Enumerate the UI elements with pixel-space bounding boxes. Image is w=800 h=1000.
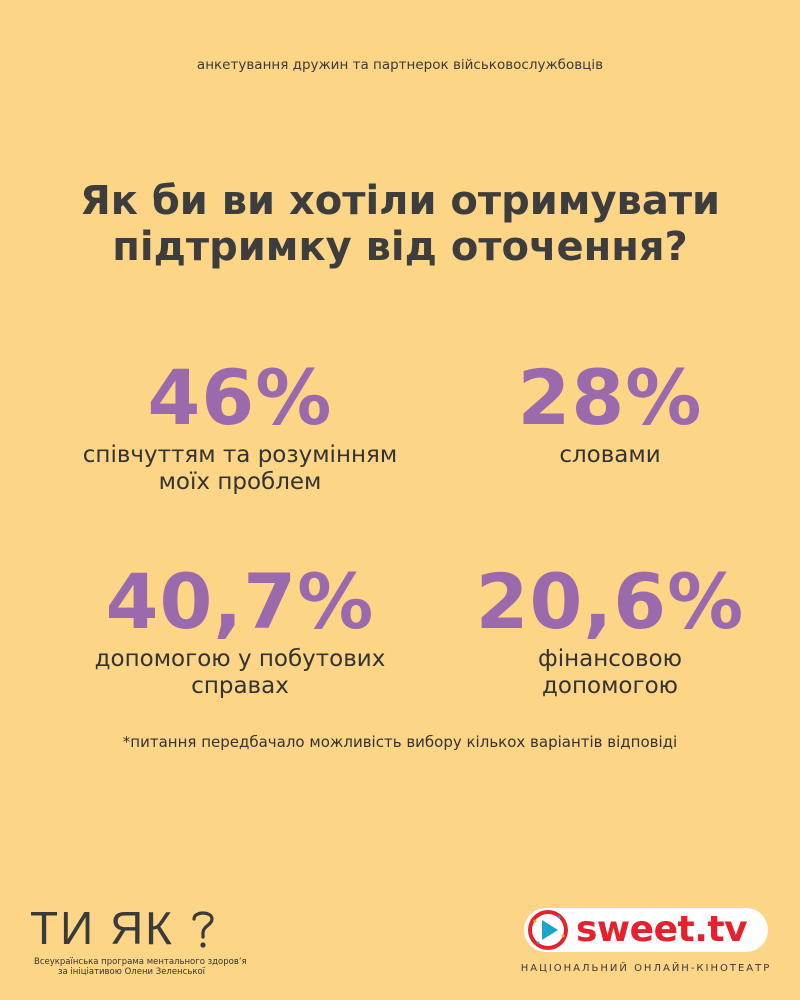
stat-value: 20,6% (475, 557, 745, 646)
ti-yak-logo-caption: Всеукраїнська програма ментального здоро… (34, 957, 290, 977)
stat-label: фінансовою допомогою (450, 646, 770, 700)
title-line-1: Як би ви хотіли отримувати (79, 178, 721, 224)
stat-label-line-2: допомогою (541, 673, 679, 699)
ti-yak-caption-line-1: Всеукраїнська програма ментального здоро… (34, 957, 247, 967)
sweet-tv-logo: sweet.tv НАЦІОНАЛЬНИЙ ОНЛАЙН-КІНОТЕАТР (520, 908, 780, 974)
ti-yak-logo: ТИ ЯК Всеукраїнська програма ментального… (30, 905, 290, 977)
ti-yak-logo-mark: ТИ ЯК (30, 905, 290, 955)
stat-label-line-1: фінансовою (538, 646, 682, 672)
ti-yak-caption-line-2: за ініціативою Олени Зеленської (58, 967, 206, 977)
stat-label-line-2: справах (191, 673, 289, 699)
ti-yak-logo-text: ТИ ЯК (30, 902, 174, 954)
stat-financial-help: 20,6% фінансовою допомогою (450, 562, 770, 700)
stat-label: співчуттям та розумінням моїх проблем (40, 442, 440, 496)
stat-label-line-1: співчуттям та розумінням (82, 442, 398, 468)
survey-subtitle: анкетування дружин та партнерок військов… (196, 57, 604, 73)
question-mark-icon (192, 911, 214, 948)
stat-words: 28% словами (460, 358, 760, 469)
stat-value: 46% (147, 353, 333, 442)
stat-label: словами (460, 442, 760, 469)
stat-value: 40,7% (105, 557, 375, 646)
sweet-tv-brand: sweet.tv (576, 909, 748, 950)
sweet-tv-pill: sweet.tv (524, 908, 768, 952)
footnote: *питання передбачало можливість вибору к… (122, 733, 678, 751)
play-donut-icon (528, 910, 568, 950)
stat-value: 28% (517, 353, 703, 442)
stat-label-line-1: словами (559, 442, 661, 468)
page-title: Як би ви хотіли отримувати підтримку від… (0, 178, 800, 270)
sweet-tv-tagline: НАЦІОНАЛЬНИЙ ОНЛАЙН-КІНОТЕАТР (520, 963, 772, 974)
stat-sympathy: 46% співчуттям та розумінням моїх пробле… (40, 358, 440, 496)
stat-household-help: 40,7% допомогою у побутових справах (40, 562, 440, 700)
stat-label-line-2: моїх проблем (158, 469, 322, 495)
stat-label: допомогою у побутових справах (40, 646, 440, 700)
stat-label-line-1: допомогою у побутових (94, 646, 386, 672)
title-line-2: підтримку від оточення? (112, 224, 688, 270)
